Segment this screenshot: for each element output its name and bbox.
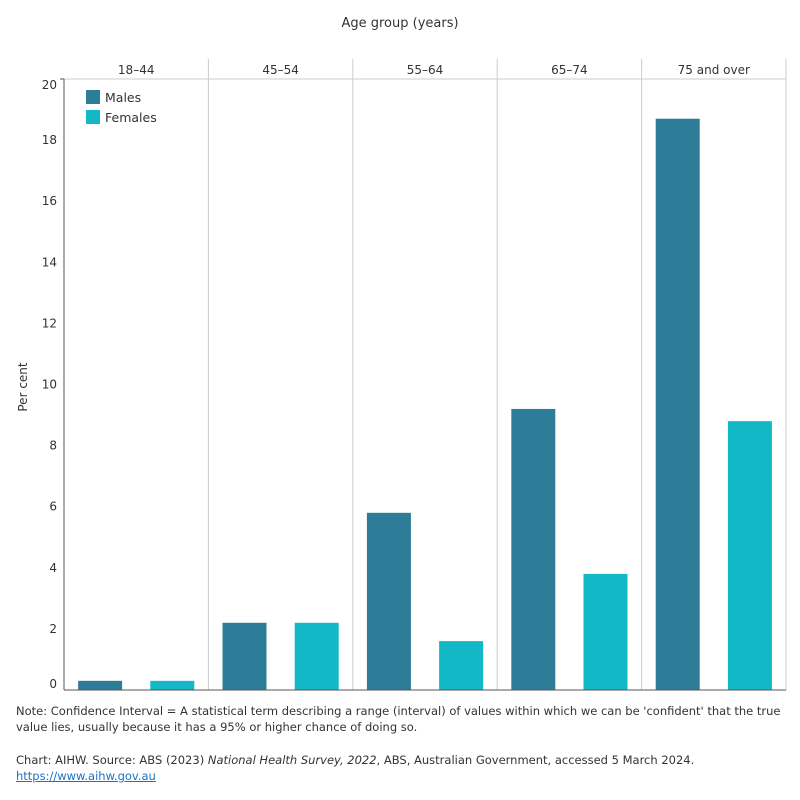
legend-swatch-males [86,90,100,104]
legend-swatch-females [86,110,100,124]
y-tick-label: 0 [49,677,57,691]
bar-females [439,641,484,690]
category-label: 75 and over [678,63,750,77]
y-tick-label: 16 [42,194,57,208]
category-label: 65–74 [551,63,588,77]
category-label: 45–54 [262,63,299,77]
legend-label-males: Males [105,90,141,105]
y-tick-label: 14 [42,255,57,269]
bar-males [78,680,123,690]
bar-chart: 18–44 45–54 55–64 65–74 75 and over 0 2 4 6 8 10 12… [42,59,787,691]
note-text: Note: Confidence Interval = A statistica… [16,704,781,734]
category-label: 55–64 [407,63,444,77]
source-title: National Health Survey, 2022 [207,753,377,767]
bar-males [655,118,700,691]
legend-label-females: Females [105,110,157,125]
y-tick-label: 8 [49,439,57,453]
y-tick-label: 12 [42,316,57,330]
aihw-link[interactable]: https://www.aihw.gov.au [16,769,156,783]
y-tick-label: 18 [42,133,57,147]
category-label: 18–44 [118,63,155,77]
bar-males [366,512,411,690]
bar-females [727,421,772,690]
bar-females [583,573,628,690]
y-tick-label: 20 [42,78,57,92]
source-text: Chart: AIHW. Source: ABS (2023) National… [16,752,694,768]
source-suffix: , ABS, Australian Government, accessed 5… [376,753,695,767]
y-tick-label: 2 [49,622,57,636]
bar-males [222,622,267,690]
source-prefix: Chart: AIHW. Source: ABS (2023) [16,753,208,767]
y-tick-label: 10 [42,378,57,392]
x-axis-title: Age group (years) [341,16,459,31]
bar-females [150,680,195,690]
y-tick-label: 6 [49,500,57,514]
bar-females [294,622,339,690]
bar-males [511,408,556,690]
y-tick-label: 4 [49,561,57,575]
